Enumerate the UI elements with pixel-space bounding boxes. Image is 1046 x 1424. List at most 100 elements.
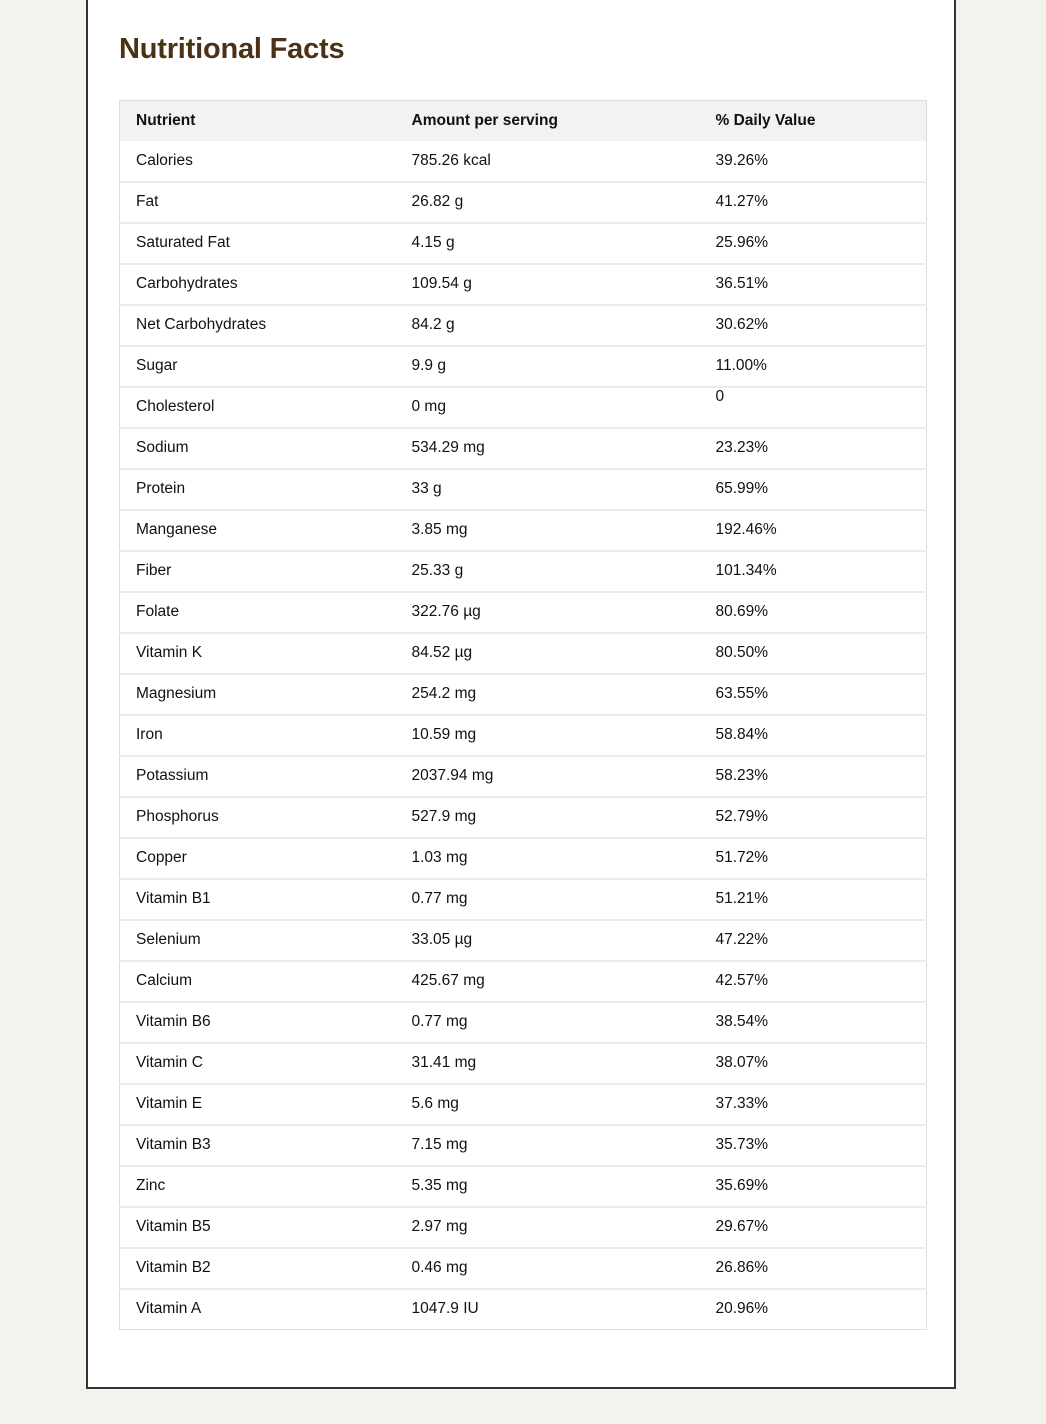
table-row: Vitamin B1 0.77 mg 51.21%	[119, 877, 927, 920]
amount-cell: 527.9 mg	[395, 795, 700, 838]
nutrient-cell: Vitamin B5	[119, 1205, 396, 1248]
table-row: Manganese 3.85 mg 192.46%	[119, 508, 927, 551]
nutrient-cell: Vitamin K	[119, 631, 396, 674]
table-row: Phosphorus 527.9 mg 52.79%	[119, 795, 927, 838]
nutrient-cell: Vitamin B2	[119, 1246, 396, 1289]
table-row: Fat 26.82 g 41.27%	[119, 180, 927, 223]
column-header-amount: Amount per serving	[395, 100, 700, 141]
nutrient-cell: Phosphorus	[119, 795, 396, 838]
daily-value-cell: 25.96%	[699, 221, 927, 264]
amount-cell: 4.15 g	[395, 221, 700, 264]
nutrient-cell: Vitamin B6	[119, 1000, 396, 1043]
table-row: Calcium 425.67 mg 42.57%	[119, 959, 927, 1002]
amount-cell: 1047.9 IU	[395, 1287, 700, 1330]
nutrient-cell: Carbohydrates	[119, 262, 396, 305]
nutrient-cell: Copper	[119, 836, 396, 879]
table-row: Cholesterol 0 mg 0	[119, 385, 927, 428]
daily-value-cell: 63.55%	[699, 672, 927, 715]
daily-value-cell: 192.46%	[699, 508, 927, 551]
amount-cell: 3.85 mg	[395, 508, 700, 551]
amount-cell: 1.03 mg	[395, 836, 700, 879]
daily-value-cell: 26.86%	[699, 1246, 927, 1289]
amount-cell: 25.33 g	[395, 549, 700, 592]
amount-cell: 31.41 mg	[395, 1041, 700, 1084]
nutrient-cell: Iron	[119, 713, 396, 756]
daily-value-cell: 65.99%	[699, 467, 927, 510]
daily-value-cell: 37.33%	[699, 1082, 927, 1125]
nutrient-cell: Potassium	[119, 754, 396, 797]
amount-cell: 10.59 mg	[395, 713, 700, 756]
table-row: Calories 785.26 kcal 39.26%	[120, 141, 927, 182]
table-row: Vitamin B6 0.77 mg 38.54%	[119, 1000, 927, 1043]
amount-cell: 109.54 g	[395, 262, 700, 305]
nutrient-cell: Net Carbohydrates	[119, 303, 396, 346]
nutrient-cell: Vitamin B3	[119, 1123, 396, 1166]
amount-cell: 84.2 g	[395, 303, 700, 346]
amount-cell: 0 mg	[395, 385, 700, 428]
table-row: Carbohydrates 109.54 g 36.51%	[119, 262, 927, 305]
daily-value-cell: 30.62%	[699, 303, 927, 346]
daily-value-cell: 51.72%	[699, 836, 927, 879]
page-title: Nutritional Facts	[119, 33, 345, 65]
amount-cell: 0.77 mg	[395, 1000, 700, 1043]
amount-cell: 7.15 mg	[395, 1123, 700, 1166]
nutrient-cell: Manganese	[119, 508, 396, 551]
daily-value-cell: 80.69%	[699, 590, 927, 633]
table-row: Net Carbohydrates 84.2 g 30.62%	[119, 303, 927, 346]
amount-cell: 26.82 g	[395, 180, 700, 223]
amount-cell: 785.26 kcal	[411, 151, 491, 169]
daily-value-cell: 52.79%	[699, 795, 927, 838]
table-row: Protein 33 g 65.99%	[119, 467, 927, 510]
daily-value-cell: 29.67%	[699, 1205, 927, 1248]
amount-cell: 2037.94 mg	[395, 754, 700, 797]
table-row: Vitamin B2 0.46 mg 26.86%	[119, 1246, 927, 1289]
daily-value-cell: 38.07%	[699, 1041, 927, 1084]
amount-cell: 425.67 mg	[395, 959, 700, 1002]
table-row: Vitamin B5 2.97 mg 29.67%	[119, 1205, 927, 1248]
table-row: Zinc 5.35 mg 35.69%	[119, 1164, 927, 1207]
amount-cell: 254.2 mg	[395, 672, 700, 715]
nutrient-cell: Cholesterol	[119, 385, 396, 428]
table-row: Iron 10.59 mg 58.84%	[119, 713, 927, 756]
daily-value-cell: 35.73%	[699, 1123, 927, 1166]
nutrient-cell: Vitamin C	[119, 1041, 396, 1084]
amount-cell: 9.9 g	[395, 344, 700, 387]
nutrient-cell: Selenium	[119, 918, 396, 961]
nutrition-table: Nutrient Amount per serving % Daily Valu…	[119, 100, 927, 1330]
table-header-row: Nutrient Amount per serving % Daily Valu…	[119, 100, 927, 141]
daily-value-cell: 80.50%	[699, 631, 927, 674]
nutrient-cell: Fat	[119, 180, 396, 223]
nutrient-cell: Vitamin E	[119, 1082, 396, 1125]
daily-value-cell: 51.21%	[699, 877, 927, 920]
daily-value-cell: 36.51%	[699, 262, 927, 305]
table-row: Vitamin K 84.52 µg 80.50%	[119, 631, 927, 674]
nutrient-cell: Protein	[119, 467, 396, 510]
table-row: Folate 322.76 µg 80.69%	[119, 590, 927, 633]
amount-cell: 33 g	[395, 467, 700, 510]
daily-value-cell: 11.00%	[699, 344, 927, 387]
table-row: Potassium 2037.94 mg 58.23%	[119, 754, 927, 797]
nutrient-cell: Fiber	[119, 549, 396, 592]
nutrient-cell: Vitamin B1	[119, 877, 396, 920]
nutrient-cell: Calcium	[119, 959, 396, 1002]
amount-cell: 5.35 mg	[395, 1164, 700, 1207]
nutrition-card: Nutritional Facts Nutrient Amount per se…	[86, 0, 956, 1389]
daily-value-cell: 0	[699, 385, 927, 428]
daily-value-cell: 41.27%	[699, 180, 927, 223]
nutrient-cell: Folate	[119, 590, 396, 633]
nutrient-cell: Saturated Fat	[119, 221, 396, 264]
amount-cell: 534.29 mg	[395, 426, 700, 469]
table-body: Calories 785.26 kcal 39.26% Fat 26.82 g 41.27…	[119, 141, 927, 1330]
nutrient-cell: Calories	[136, 151, 193, 169]
daily-value-cell: 42.57%	[699, 959, 927, 1002]
table-row: Vitamin E 5.6 mg 37.33%	[119, 1082, 927, 1125]
amount-cell: 0.46 mg	[395, 1246, 700, 1289]
table-row: Magnesium 254.2 mg 63.55%	[119, 672, 927, 715]
nutrient-cell: Vitamin A	[119, 1287, 396, 1330]
daily-value-cell: 101.34%	[699, 549, 927, 592]
daily-value-cell: 38.54%	[699, 1000, 927, 1043]
amount-cell: 0.77 mg	[395, 877, 700, 920]
daily-value-cell: 35.69%	[699, 1164, 927, 1207]
daily-value-cell: 58.23%	[699, 754, 927, 797]
table-row: Saturated Fat 4.15 g 25.96%	[119, 221, 927, 264]
